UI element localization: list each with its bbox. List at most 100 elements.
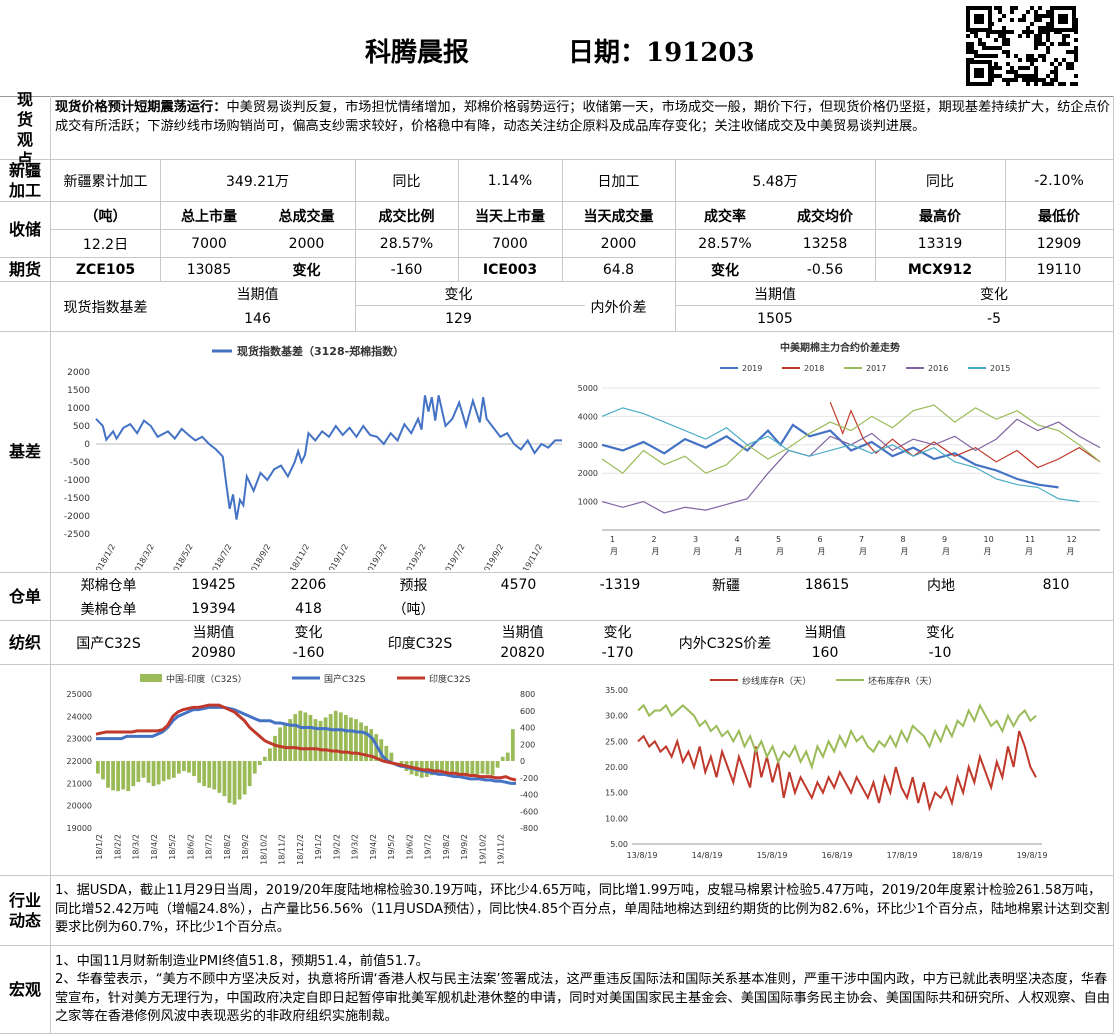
reserve-value-4: 7000 — [492, 235, 528, 252]
chart3-series-line — [96, 705, 516, 785]
reserve-header-4: 当天上市量 — [475, 208, 545, 225]
chart3-xtick: 19/8/2 — [442, 834, 451, 860]
chart3-bar — [237, 761, 242, 800]
futures-cell-0: ZCE105 — [75, 261, 136, 278]
chart3-bar — [182, 761, 186, 772]
chart3-bar — [435, 761, 439, 775]
chart4-legend-label: 坯布库存R（天） — [868, 675, 937, 687]
chart3-bar — [364, 725, 368, 761]
chart1-ytick: 1000 — [67, 404, 90, 414]
chart2-ytick: 4000 — [578, 412, 598, 421]
chart3-bar — [232, 761, 237, 805]
section-label-reserve: 收储 — [8, 219, 41, 239]
chart2-xtick: 6 — [818, 535, 823, 544]
chart3-xtick: 18/11/2 — [278, 834, 287, 865]
chart3-bar — [121, 761, 126, 790]
wh-row1-9: 810 — [1042, 577, 1070, 593]
chart3-bar — [480, 761, 485, 774]
chart3-bar — [323, 717, 328, 761]
chart4-ytick: 30.00 — [605, 712, 628, 721]
chart2-title: 中美期棉主力合约价差走势 — [780, 341, 900, 354]
chart3-bar — [359, 722, 363, 761]
spot-cur-header: 当期值 — [236, 286, 279, 303]
chart2-ytick: 1000 — [578, 498, 598, 507]
chart3-bar — [161, 761, 166, 782]
chart2-xtick-unit: 月 — [942, 547, 950, 556]
chart2-series-2018 — [829, 401, 1101, 469]
chart3-ytick-right: 0 — [520, 757, 525, 766]
chart3-bar — [131, 761, 136, 787]
chart4-xtick: 19/8/19 — [1017, 851, 1048, 860]
wh-row1-5: -1319 — [599, 577, 641, 593]
reserve-value-5: 2000 — [600, 235, 637, 252]
reserve-header-7: 成交均价 — [797, 208, 853, 225]
chart3-bar — [197, 761, 201, 783]
spot-chg-header: 变化 — [444, 286, 473, 303]
chart3-bar — [217, 761, 222, 793]
xj-yoy2-value: -2.10% — [1034, 172, 1084, 189]
chart2-xtick-unit: 月 — [1067, 547, 1075, 556]
reserve-value-9: 12909 — [1036, 235, 1082, 252]
chart3-series-line — [95, 703, 517, 782]
chart3-xtick: 19/7/2 — [424, 834, 433, 860]
chart3-bar — [222, 761, 227, 797]
chart3-bar — [242, 761, 247, 795]
chart4-xtick: 15/8/19 — [757, 851, 788, 860]
chart3-xtick: 19/1/2 — [314, 834, 323, 860]
chart3-legend-label: 中国-印度（C32S） — [166, 673, 247, 685]
ind-chg-header: 变化 — [603, 624, 632, 641]
chart2-ytick: 5000 — [578, 384, 598, 393]
chart2-legend-label: 2015 — [990, 364, 1010, 373]
futures-cell-7: -0.56 — [806, 261, 844, 278]
chart3-xtick: 18/7/2 — [205, 834, 214, 860]
chart2-xtick-unit: 月 — [1025, 547, 1033, 556]
chart3-ytick-right: 200 — [520, 740, 535, 749]
chart1-series-line — [95, 395, 562, 520]
qr-code-icon — [966, 6, 1078, 88]
xj-daily-value: 5.48万 — [752, 173, 798, 190]
chart3-xtick: 19/9/2 — [460, 834, 469, 860]
chart1-xtick: 2018/5/2 — [169, 543, 195, 571]
chart3-bar — [450, 761, 455, 774]
chart2-series-2015 — [601, 407, 1080, 503]
chart3-ytick-left: 23000 — [67, 735, 92, 744]
chart1-ytick: -500 — [70, 458, 91, 468]
reserve-header-5: 当天成交量 — [583, 208, 654, 225]
reserve-header-2: 总成交量 — [278, 208, 335, 225]
chart2-xtick-unit: 月 — [610, 547, 618, 556]
basis-chart: 现货指数基差（3128-郑棉指数） 2000 1500 1000 500 0 -500 -10… — [64, 344, 562, 571]
chart2-series-2017 — [601, 404, 1101, 474]
chart3-bar — [283, 723, 288, 761]
reserve-header-3: 成交比例 — [378, 208, 435, 225]
chart3-bar — [262, 756, 267, 761]
chart3-ytick-right: 600 — [520, 707, 535, 716]
wh-row2-2: 418 — [295, 600, 322, 617]
chart3-bar — [171, 761, 176, 778]
chart3-xtick: 19/11/2 — [497, 834, 506, 865]
chart2-xtick: 3 — [693, 535, 698, 544]
section-label-warehouse: 仓单 — [8, 586, 41, 606]
chart3-bar — [455, 761, 460, 775]
chart3-bar — [389, 752, 394, 761]
chart3-bar — [349, 717, 353, 761]
xj-yoy-value: 1.14% — [487, 172, 533, 189]
chart3-bar — [369, 729, 374, 761]
chart1-xtick: 2019/1/2 — [324, 543, 350, 571]
chart2-xtick-unit: 月 — [859, 547, 867, 556]
reserve-header-6: 成交率 — [704, 208, 746, 225]
futures-cell-8: MCX912 — [907, 261, 973, 278]
chart2-legend-label: 2016 — [928, 364, 948, 373]
chart2-legend-label: 2017 — [866, 364, 886, 373]
chart3-xtick: 19/5/2 — [387, 834, 396, 860]
chart2-xtick: 5 — [776, 535, 781, 544]
india-c32s-label: 印度C32S — [387, 635, 453, 652]
chart3-ytick-left: 20000 — [67, 802, 92, 811]
macro-line-2: 2、华春莹表示，“美方不顾中方坚决反对，执意将所谓‘香港人权与民主法案’签署成法… — [55, 972, 1110, 1024]
chart3-bar — [176, 761, 181, 774]
chart2-series-2016 — [601, 418, 1101, 514]
chart3-bar — [212, 761, 217, 790]
wh-row1-2: 2206 — [290, 577, 327, 593]
spread-cur-value: 1505 — [757, 310, 793, 327]
reserve-value-0: 12.2日 — [82, 236, 129, 253]
chart3-bar — [247, 761, 252, 787]
